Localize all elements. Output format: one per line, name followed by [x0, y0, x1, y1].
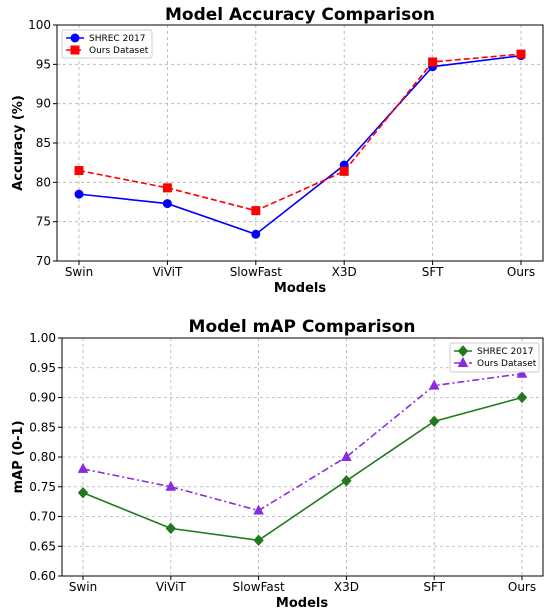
y-tick-label: 85	[36, 136, 51, 150]
y-tick-label: 0.80	[29, 450, 56, 464]
x-tick-label: ViViT	[156, 580, 187, 594]
y-tick-label: 0.85	[29, 420, 56, 434]
x-tick-label: SlowFast	[232, 580, 285, 594]
data-point-ours-dataset	[339, 166, 349, 176]
x-tick-label: Ours	[507, 265, 535, 279]
y-tick-label: 0.65	[29, 539, 56, 553]
legend-box	[449, 342, 540, 373]
data-point-shrec-2017	[429, 415, 440, 428]
accuracy-chart: Model Accuracy Comparison Swin ViViT SlowF…	[11, 5, 544, 296]
data-point-ours-dataset	[341, 450, 352, 461]
data-point-ours-dataset	[162, 183, 172, 193]
y-tick-label: 70	[36, 254, 51, 268]
legend-label: Ours Dataset	[89, 46, 149, 56]
data-point-ours-dataset	[165, 480, 177, 491]
chart-title: Model Accuracy Comparison	[165, 5, 435, 25]
x-tick-label: SlowFast	[230, 265, 283, 279]
data-point-shrec-2017	[516, 391, 528, 404]
y-tick-label: 0.75	[29, 480, 56, 494]
data-point-ours-dataset	[428, 379, 440, 390]
chart-title: Model mAP Comparison	[189, 317, 416, 337]
legend-marker	[457, 356, 469, 367]
data-point-ours-dataset	[77, 462, 89, 473]
x-axis-label: Models	[276, 596, 328, 611]
y-tick-label: 1.00	[29, 331, 56, 345]
y-tick-label: 0.60	[29, 569, 56, 583]
data-point-ours-dataset	[251, 206, 261, 216]
x-tick-label: SFT	[423, 580, 445, 594]
x-tick-label: X3D	[332, 265, 357, 279]
map-chart: Model mAP Comparison Swin ViViT SlowFast X3…	[11, 317, 544, 611]
x-tick-label: X3D	[334, 580, 359, 594]
data-point-shrec-2017	[162, 199, 172, 209]
x-tick-label: SFT	[422, 265, 444, 279]
y-tick-label: 95	[36, 57, 51, 71]
data-point-shrec-2017	[253, 534, 264, 547]
legend-box	[61, 29, 153, 59]
legend-marker	[70, 45, 80, 55]
data-point-ours-dataset	[74, 166, 84, 176]
data-point-ours-dataset	[428, 57, 438, 67]
data-point-ours-dataset	[516, 49, 526, 59]
y-tick-label: 90	[36, 97, 51, 111]
x-axis-label: Models	[274, 281, 326, 296]
x-tick-label: Swin	[65, 265, 93, 279]
y-tick-label: 0.70	[29, 510, 56, 524]
legend-marker	[70, 33, 80, 43]
series-line-shrec-2017	[82, 396, 523, 542]
legend-label: Ours Dataset	[477, 359, 537, 369]
y-tick-label: 100	[28, 18, 51, 32]
y-tick-label: 80	[36, 175, 51, 189]
series-line-ours-dataset	[82, 372, 523, 512]
data-point-ours-dataset	[253, 504, 264, 515]
y-axis-label: mAP (0-1)	[11, 420, 26, 493]
data-point-shrec-2017	[341, 475, 352, 487]
y-tick-label: 0.90	[29, 391, 56, 405]
legend-label: SHREC 2017	[477, 347, 533, 357]
data-point-ours-dataset	[516, 367, 528, 378]
legend-marker	[457, 345, 469, 357]
y-tick-label: 0.95	[29, 361, 56, 375]
data-point-shrec-2017	[251, 229, 261, 239]
legend-label: SHREC 2017	[89, 34, 145, 44]
y-tick-label: 75	[36, 215, 51, 229]
data-point-shrec-2017	[74, 189, 84, 199]
data-point-shrec-2017	[165, 522, 176, 535]
y-axis-label: Accuracy (%)	[11, 95, 26, 191]
x-tick-label: ViViT	[152, 265, 183, 279]
data-point-shrec-2017	[77, 486, 89, 499]
x-tick-label: Swin	[69, 580, 97, 594]
x-tick-label: Ours	[508, 580, 536, 594]
series-line-shrec-2017	[78, 54, 522, 236]
series-line-ours-dataset	[78, 53, 522, 212]
